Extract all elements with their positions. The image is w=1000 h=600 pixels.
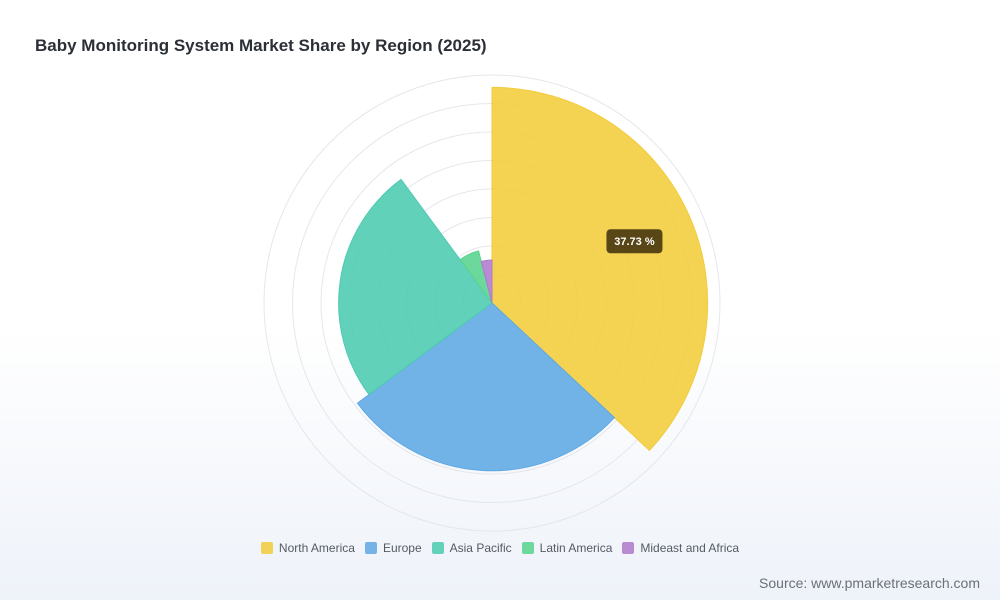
legend-label: Asia Pacific — [449, 541, 512, 555]
legend-item-europe[interactable]: Europe — [364, 541, 422, 555]
legend-label: Latin America — [539, 541, 613, 555]
grid-ring — [263, 74, 721, 532]
legend-label: North America — [278, 541, 355, 555]
legend-swatch — [521, 542, 534, 554]
legend-item-asia-pacific[interactable]: Asia Pacific — [431, 541, 512, 555]
tooltip-box — [606, 229, 663, 254]
slice-europe[interactable] — [356, 302, 616, 472]
tooltip: 37.73 % — [606, 229, 663, 254]
source-credit: Source: www.pmarketresearch.com — [759, 575, 980, 591]
legend-label: Mideast and Africa — [640, 541, 740, 555]
legend: North America Europe Asia Pacific Latin Ame… — [0, 541, 1000, 555]
slice-latin-america[interactable] — [459, 250, 493, 304]
legend-swatch — [260, 542, 273, 554]
slices — [338, 86, 709, 472]
slice-asia-pacific[interactable] — [338, 178, 493, 396]
tooltip-text: 37.73 % — [614, 236, 655, 248]
legend-swatch — [431, 542, 444, 554]
legend-item-mideast-and-africa[interactable]: Mideast and Africa — [622, 541, 739, 555]
legend-label: Europe — [382, 541, 422, 555]
legend-item-latin-america[interactable]: Latin America — [521, 541, 613, 555]
legend-swatch — [622, 542, 635, 554]
legend-item-north-america[interactable]: North America — [260, 541, 355, 555]
slice-north-america[interactable] — [491, 86, 709, 452]
legend-swatch — [364, 542, 377, 554]
chart-title: Baby Monitoring System Market Share by R… — [35, 36, 487, 55]
slice-mideast-and-africa[interactable] — [480, 259, 493, 304]
